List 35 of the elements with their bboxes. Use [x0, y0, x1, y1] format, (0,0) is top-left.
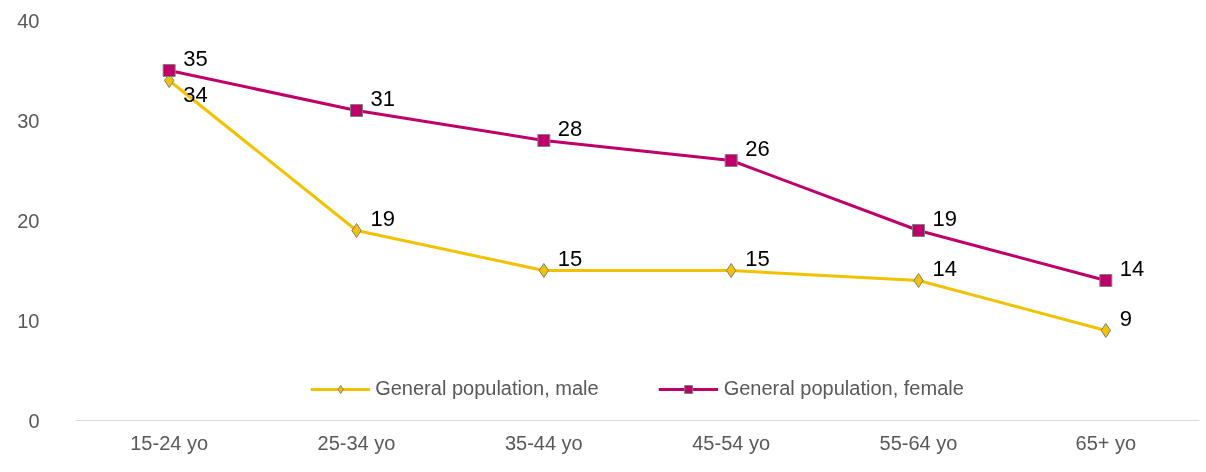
point	[1099, 274, 1113, 287]
point	[1100, 323, 1111, 338]
point	[912, 224, 925, 237]
y-tick-label: 10	[17, 309, 40, 332]
legend-label: General population, male	[375, 377, 599, 400]
x-tick-label: 35-44 yo	[504, 431, 583, 454]
point	[913, 273, 924, 288]
data-label: 15	[557, 246, 583, 271]
point	[162, 64, 176, 77]
y-tick-label: 40	[17, 9, 40, 32]
x-tick-label: 15-24 yo	[130, 431, 209, 454]
data-label: 15	[745, 246, 770, 271]
data-label: 26	[745, 136, 770, 161]
data-label: 28	[557, 116, 583, 141]
data-label: 19	[370, 206, 395, 231]
y-tick-label: 0	[28, 409, 40, 432]
x-tick-label: 65+ yo	[1075, 431, 1137, 454]
point	[537, 134, 551, 147]
point	[350, 104, 363, 117]
data-label: 31	[370, 86, 395, 111]
point	[538, 263, 549, 278]
data-label: 19	[932, 206, 957, 231]
legend-label: General population, female	[723, 377, 964, 400]
x-tick-label: 25-34 yo	[317, 431, 396, 454]
y-tick-label: 20	[17, 209, 40, 232]
data-label: 9	[1119, 306, 1133, 331]
data-label: 14	[932, 256, 957, 281]
point	[724, 154, 738, 167]
data-label: 35	[183, 46, 208, 71]
x-tick-label: 55-64 yo	[879, 431, 958, 454]
x-tick-label: 45-54 yo	[692, 431, 771, 454]
y-tick-label: 30	[17, 109, 40, 132]
data-label: 14	[1119, 256, 1145, 281]
point	[726, 263, 737, 278]
point	[351, 223, 362, 238]
